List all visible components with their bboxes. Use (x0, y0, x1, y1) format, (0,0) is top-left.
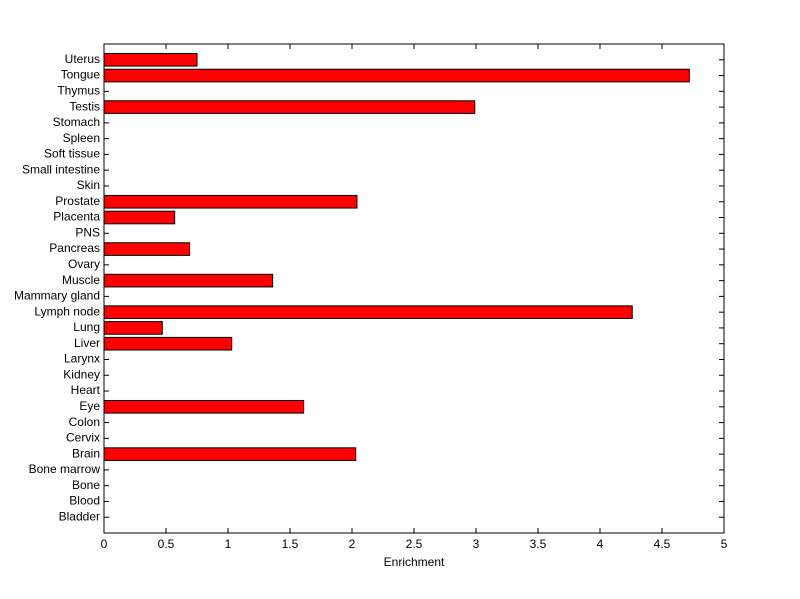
bar (103, 305, 633, 319)
y-tick-label: Ovary (68, 257, 100, 271)
y-tick-label: Stomach (53, 115, 100, 129)
x-tick-label: 0 (101, 537, 108, 551)
y-tick-label: Heart (71, 383, 101, 397)
y-tick-label: Thymus (57, 83, 100, 97)
y-tick-label: Lung (73, 320, 100, 334)
y-tick-label: Kidney (63, 367, 100, 381)
x-tick-label: 4 (597, 537, 604, 551)
bar (103, 68, 690, 83)
x-tick-label: 5 (721, 537, 728, 551)
y-tick-label: Tongue (61, 68, 101, 82)
y-tick-label: Liver (74, 336, 100, 350)
bar (103, 52, 198, 67)
x-tick-label: 2.5 (406, 537, 423, 551)
x-axis-label: Enrichment (384, 555, 445, 569)
bar (103, 321, 163, 335)
bar (103, 100, 476, 114)
y-tick-label: Cervix (66, 431, 100, 445)
y-tick-label: Colon (69, 415, 100, 429)
bar (103, 447, 357, 461)
y-tick-label: Bone marrow (29, 462, 101, 476)
bar (103, 242, 191, 256)
y-tick-label: Soft tissue (44, 147, 100, 161)
y-tick-label: Lymph node (34, 304, 100, 318)
y-tick-label: Bone (72, 478, 100, 492)
y-tick-label: Bladder (59, 509, 100, 523)
y-tick-label: Uterus (65, 52, 100, 66)
bar (103, 194, 358, 209)
bar (103, 273, 274, 288)
y-tick-label: Testis (69, 99, 100, 113)
bar (103, 336, 233, 351)
x-tick-label: 1.5 (282, 537, 299, 551)
x-tick-label: 2 (349, 537, 356, 551)
x-tick-label: 3.5 (530, 537, 547, 551)
y-tick-label: Skin (77, 178, 100, 192)
y-tick-label: Larynx (64, 352, 100, 366)
y-tick-label: Pancreas (49, 241, 100, 255)
bar (103, 210, 176, 225)
y-tick-label: Mammary gland (14, 289, 100, 303)
y-tick-label: Spleen (63, 131, 100, 145)
x-tick-label: 4.5 (654, 537, 671, 551)
bar (103, 399, 305, 414)
y-tick-label: Blood (69, 494, 100, 508)
y-tick-label: Brain (72, 446, 100, 460)
x-tick-label: 0.5 (158, 537, 175, 551)
y-tick-label: Muscle (62, 273, 100, 287)
y-tick-label: Prostate (55, 194, 100, 208)
y-tick-label: Eye (79, 399, 100, 413)
x-tick-label: 3 (473, 537, 480, 551)
y-tick-label: Placenta (53, 210, 100, 224)
y-tick-label: Small intestine (22, 162, 100, 176)
y-tick-label: PNS (75, 225, 100, 239)
x-tick-label: 1 (225, 537, 232, 551)
